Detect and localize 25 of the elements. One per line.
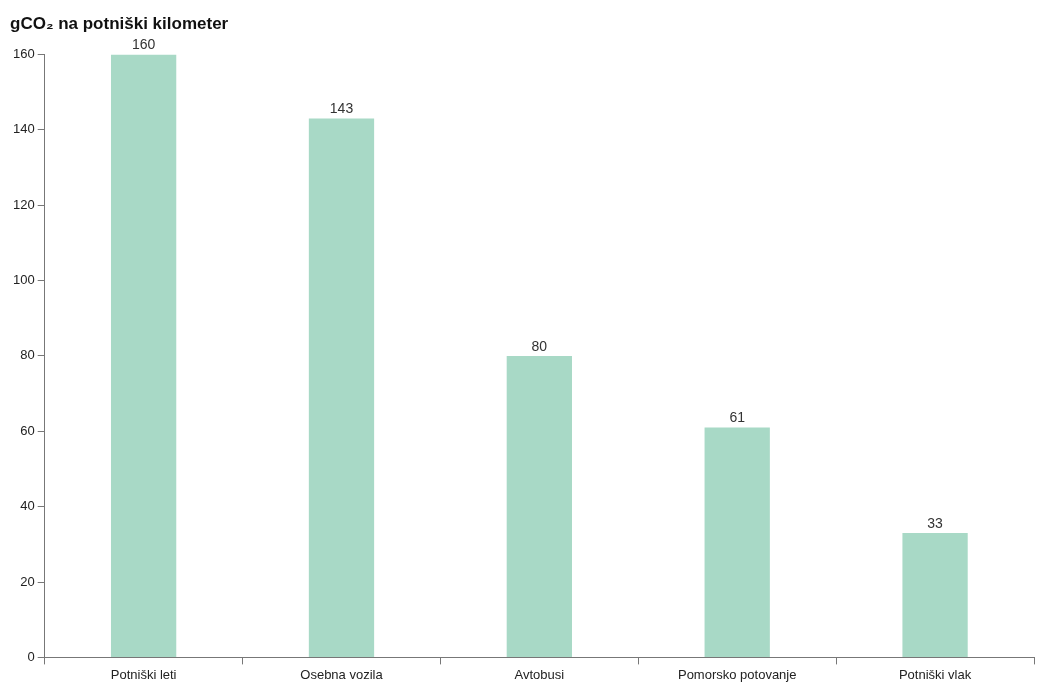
x-tick-label: Osebna vozila [300, 666, 384, 682]
x-tick-label: Avtobusi [514, 666, 565, 682]
bar [506, 355, 572, 657]
chart-title: gCO₂ na potniški kilometer [10, 13, 229, 33]
y-tick-label: 140 [12, 121, 35, 137]
data-label: 80 [531, 337, 548, 354]
bar [308, 118, 375, 657]
y-tick-label: 160 [12, 45, 35, 61]
data-label: 33 [927, 514, 944, 531]
y-tick-label: 40 [20, 498, 35, 514]
data-label: 143 [329, 100, 354, 117]
x-tick-label: Potniški vlak [898, 666, 972, 682]
x-tick-label: Potniški leti [110, 666, 177, 682]
bar [704, 427, 770, 657]
data-label: 160 [131, 36, 156, 53]
y-tick-label: 0 [27, 648, 35, 664]
bar [110, 54, 177, 657]
x-tick-label: Pomorsko potovanje [677, 666, 797, 682]
y-tick-label: 60 [20, 422, 35, 438]
data-label: 61 [729, 409, 746, 426]
y-tick-label: 120 [12, 196, 35, 212]
bar [902, 533, 968, 657]
y-tick-label: 80 [20, 347, 35, 363]
y-tick-label: 20 [20, 573, 35, 589]
y-tick-label: 100 [12, 272, 35, 288]
